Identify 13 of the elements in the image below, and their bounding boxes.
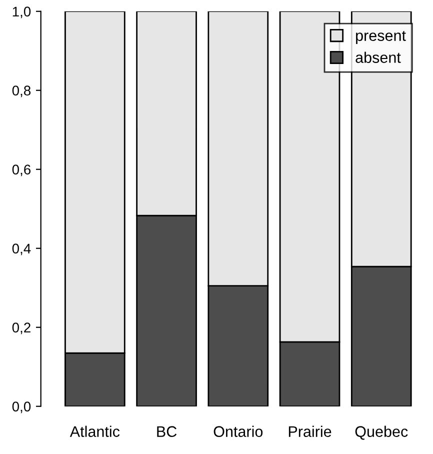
y-tick-label: 1,0	[12, 6, 31, 18]
y-tick-label: 0,0	[12, 402, 31, 414]
legend-label: present	[356, 30, 406, 44]
y-tick-label: 0,6	[12, 164, 31, 176]
x-tick-label: Atlantic	[70, 426, 120, 437]
x-tick-label: Quebec	[355, 426, 408, 440]
y-tick-label: 0,4	[12, 244, 31, 256]
x-tick-label: Prairie	[288, 426, 332, 437]
legend-label: absent	[356, 52, 401, 63]
x-tick-label: BC	[157, 426, 177, 437]
y-tick-label: 0,8	[12, 86, 31, 98]
y-tick-label: 0,2	[12, 322, 30, 334]
x-tick-label: Ontario	[214, 426, 263, 437]
